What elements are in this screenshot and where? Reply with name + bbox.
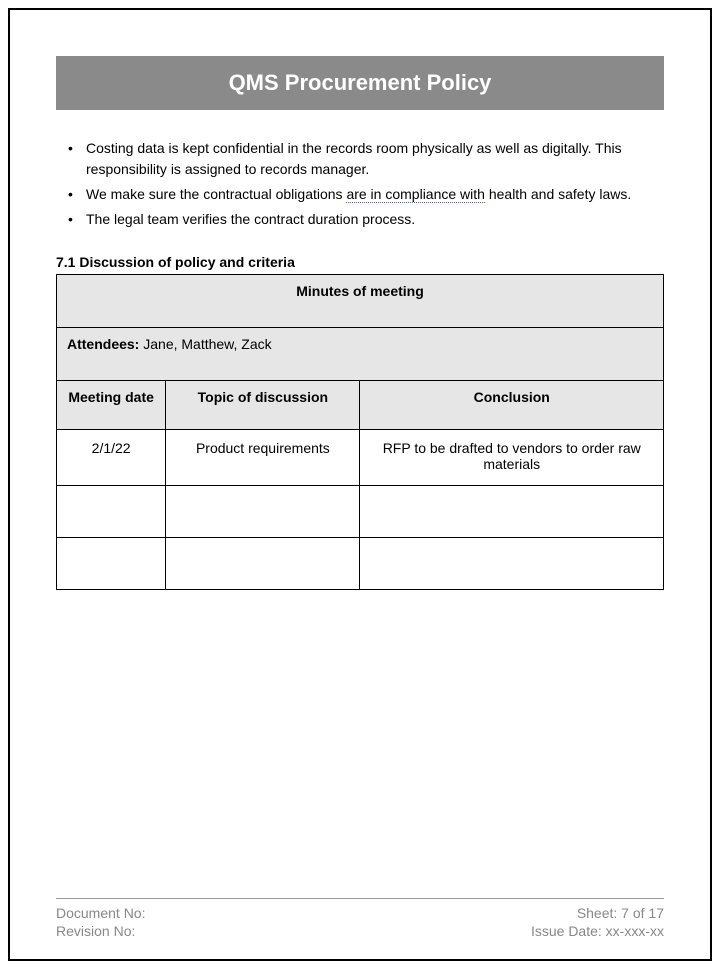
meeting-table: Minutes of meeting Attendees: Jane, Matt…: [56, 274, 664, 590]
attendees-value: Jane, Matthew, Zack: [139, 336, 271, 352]
section-number: 7.1: [56, 254, 75, 270]
cell-date: 2/1/22: [57, 430, 166, 486]
bullet-item-1: Costing data is kept confidential in the…: [86, 138, 664, 180]
cell-topic: Product requirements: [166, 430, 360, 486]
cell-empty: [166, 486, 360, 538]
cell-empty: [57, 538, 166, 590]
footer-divider: [56, 898, 664, 899]
table-row: 2/1/22 Product requirements RFP to be dr…: [57, 430, 664, 486]
bullet-item-3: The legal team verifies the contract dur…: [86, 209, 664, 230]
col-header-topic: Topic of discussion: [166, 381, 360, 430]
bullet-list: Costing data is kept confidential in the…: [56, 138, 664, 230]
attendees-label: Attendees:: [67, 336, 139, 352]
footer-row-2: Revision No: Issue Date: xx-xxx-xx: [56, 923, 664, 939]
page-footer: Document No: Sheet: 7 of 17 Revision No:…: [56, 898, 664, 941]
table-title-row: Minutes of meeting: [57, 275, 664, 328]
section-heading: 7.1 Discussion of policy and criteria: [56, 254, 664, 270]
attendees-row: Attendees: Jane, Matthew, Zack: [57, 328, 664, 381]
page-content: QMS Procurement Policy Costing data is k…: [8, 8, 712, 961]
col-header-date: Meeting date: [57, 381, 166, 430]
cell-empty: [360, 486, 664, 538]
section-title: Discussion of policy and criteria: [79, 254, 295, 270]
cell-empty: [166, 538, 360, 590]
table-row: [57, 538, 664, 590]
cell-empty: [360, 538, 664, 590]
document-no-label: Document No:: [56, 905, 145, 921]
bullet-item-2-text-1: We make sure the contractual obligations: [86, 186, 346, 202]
table-title-cell: Minutes of meeting: [57, 275, 664, 328]
page-title: QMS Procurement Policy: [56, 56, 664, 110]
sheet-label: Sheet: 7 of 17: [577, 905, 664, 921]
bullet-item-2-underlined: are in compliance with: [346, 186, 485, 203]
cell-conclusion: RFP to be drafted to vendors to order ra…: [360, 430, 664, 486]
bullet-item-2-text-2: health and safety laws.: [485, 186, 631, 202]
revision-no-label: Revision No:: [56, 923, 135, 939]
issue-date-label: Issue Date: xx-xxx-xx: [531, 923, 664, 939]
bullet-item-2: We make sure the contractual obligations…: [86, 184, 664, 205]
attendees-cell: Attendees: Jane, Matthew, Zack: [57, 328, 664, 381]
table-row: [57, 486, 664, 538]
cell-empty: [57, 486, 166, 538]
table-header-row: Meeting date Topic of discussion Conclus…: [57, 381, 664, 430]
col-header-conclusion: Conclusion: [360, 381, 664, 430]
footer-row-1: Document No: Sheet: 7 of 17: [56, 905, 664, 921]
